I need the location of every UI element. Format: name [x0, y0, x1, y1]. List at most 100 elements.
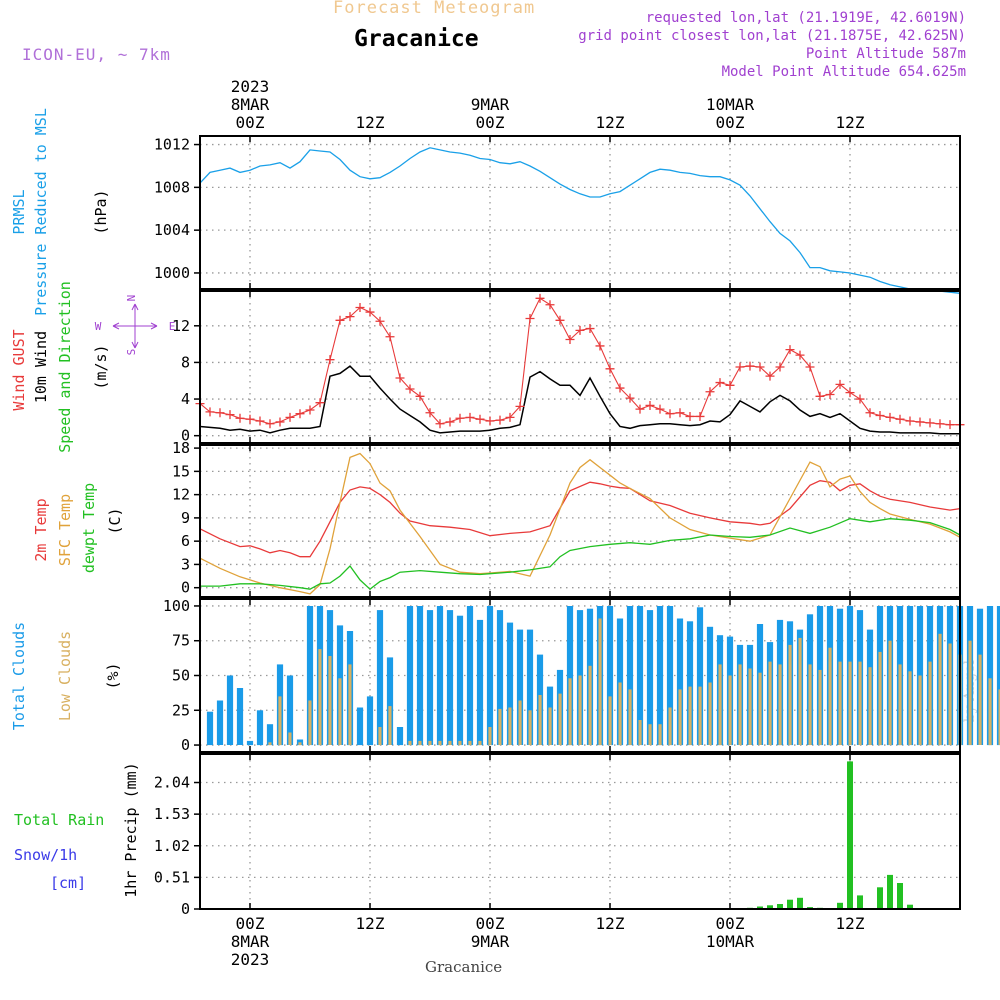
low-cloud-bar	[878, 651, 882, 746]
gust-marker	[735, 362, 745, 372]
low-cloud-bar	[928, 661, 932, 746]
y-tick-label: 0	[181, 579, 190, 597]
gust-marker	[225, 410, 235, 420]
gust-marker	[495, 415, 505, 425]
low-cloud-bar	[518, 700, 522, 745]
gust-marker	[785, 345, 795, 355]
total-cloud-bar	[406, 606, 414, 746]
panel-label: 10m Wind	[32, 331, 50, 403]
panel-label: 2m Temp	[32, 498, 50, 561]
gust-marker	[685, 411, 695, 421]
low-cloud-bar	[538, 695, 542, 746]
y-tick-label: 1.53	[154, 805, 190, 823]
model-altitude: Model Point Altitude 654.625m	[721, 64, 966, 80]
low-cloud-bar	[788, 644, 792, 745]
gridpoint-coords: grid point closest lon,lat (21.1875E, 42…	[578, 28, 966, 44]
low-cloud-bar	[418, 740, 422, 746]
dewpoint-line	[200, 518, 961, 591]
y-tick-label: 6	[181, 532, 190, 550]
low-cloud-bar	[728, 675, 732, 745]
gust-marker	[635, 404, 645, 414]
requested-coords: requested lon,lat (21.1919E, 42.6019N)	[645, 10, 966, 26]
gust-marker	[205, 407, 215, 417]
rain-bar	[847, 761, 853, 909]
low-cloud-bar	[488, 727, 492, 746]
low-cloud-bar	[298, 742, 302, 746]
low-cloud-bar	[578, 675, 582, 745]
low-cloud-bar	[428, 740, 432, 746]
low-cloud-bar	[698, 686, 702, 745]
total-cloud-bar	[286, 675, 294, 745]
bottom-time-label: 12Z	[356, 914, 385, 933]
total-cloud-bar	[216, 700, 224, 745]
location-title: Gracanice	[354, 26, 479, 52]
gust-marker	[375, 316, 385, 326]
low-cloud-bar	[618, 682, 622, 746]
low-cloud-bar	[738, 664, 742, 746]
y-tick-label: 12	[172, 486, 190, 504]
panel-label: PRMSL	[10, 189, 28, 234]
bottom-time-label: 2023	[231, 950, 270, 969]
gust-marker	[235, 413, 245, 423]
low-cloud-bar	[968, 640, 972, 745]
total-cloud-bar	[416, 606, 424, 746]
gust-marker	[815, 391, 825, 401]
gust-marker	[555, 315, 565, 325]
panel-label: Pressure Reduced to MSL	[32, 108, 50, 316]
gust-marker	[545, 300, 555, 310]
low-cloud-bar	[888, 640, 892, 745]
top-time-label: 00Z	[716, 113, 745, 132]
y-tick-label: 25	[172, 701, 190, 719]
gust-marker	[905, 416, 915, 426]
total-cloud-bar	[606, 606, 614, 746]
y-tick-label: 18	[172, 439, 190, 457]
gust-marker	[825, 389, 835, 399]
total-cloud-bar	[496, 610, 504, 745]
bottom-time-label: 12Z	[596, 914, 625, 933]
gust-marker	[465, 412, 475, 422]
gust-marker	[395, 373, 405, 383]
rain-bar	[757, 906, 763, 909]
rain-bar	[907, 904, 913, 909]
gust-marker	[325, 355, 335, 365]
gust-marker	[405, 384, 415, 394]
low-cloud-bar	[718, 664, 722, 746]
y-tick-label: 1004	[154, 221, 190, 239]
snow-unit-label: [cm]	[50, 874, 86, 892]
total-cloud-bar	[436, 606, 444, 746]
total-cloud-bar	[486, 606, 494, 746]
top-time-label: 10MAR	[706, 95, 755, 114]
total-cloud-bar	[246, 740, 254, 746]
low-cloud-bar	[528, 710, 532, 746]
low-cloud-bar	[268, 742, 272, 746]
compass-south-label: S	[125, 349, 138, 356]
gust-marker	[315, 398, 325, 408]
low-cloud-bar	[708, 682, 712, 746]
gust-marker	[425, 408, 435, 418]
temp-sfc-line	[199, 452, 961, 595]
total-cloud-bar	[476, 619, 484, 746]
low-cloud-bar	[688, 686, 692, 745]
total-cloud-bar	[626, 606, 634, 746]
rain-bar	[777, 904, 783, 909]
gust-marker	[475, 414, 485, 424]
total-cloud-bar	[206, 711, 214, 746]
gust-marker	[305, 405, 315, 415]
gust-marker	[805, 362, 815, 372]
total-cloud-bar	[636, 606, 644, 746]
rain-label: Total Rain	[14, 811, 104, 829]
low-cloud-bar	[308, 700, 312, 745]
low-cloud-bar	[318, 649, 322, 746]
panel-frame	[199, 598, 961, 753]
gust-marker	[565, 335, 575, 345]
total-cloud-bar	[566, 606, 574, 746]
low-cloud-bar	[568, 678, 572, 746]
low-cloud-bar	[758, 672, 762, 745]
panel-label: Wind GUST	[10, 329, 28, 410]
y-tick-label: 0	[181, 427, 190, 445]
low-cloud-bar	[628, 689, 632, 745]
total-cloud-bar	[516, 629, 524, 745]
gust-marker	[515, 401, 525, 411]
low-cloud-bar	[668, 707, 672, 746]
low-cloud-bar	[658, 724, 662, 746]
